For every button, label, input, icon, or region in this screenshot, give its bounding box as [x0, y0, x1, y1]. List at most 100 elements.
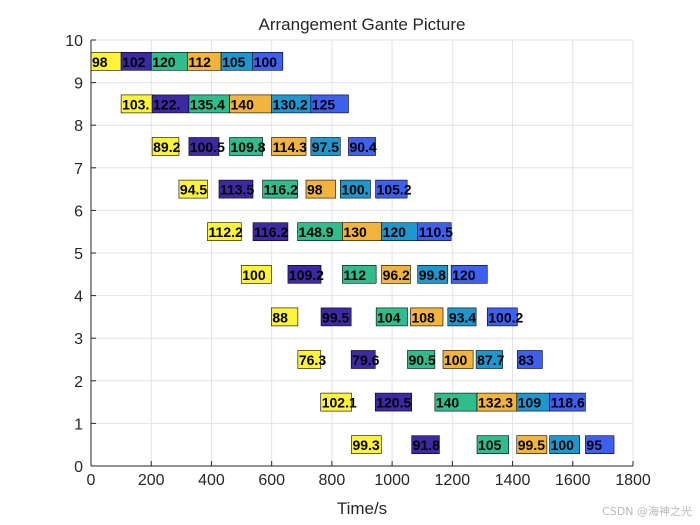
task-bar [240, 264, 272, 284]
task-bar [350, 350, 376, 369]
task-bar [417, 264, 449, 284]
task-bar-label: 102 [122, 54, 146, 70]
y-tick-label: 2 [74, 374, 83, 391]
y-tick-label: 8 [74, 118, 83, 135]
task-bar-label: 105 [478, 437, 502, 453]
y-tick-label: 0 [74, 459, 83, 476]
task-bar-label: 79.6 [352, 352, 379, 368]
task-bar-label: 100 [551, 437, 575, 453]
task-bar-label: 100.2 [488, 309, 523, 325]
watermark: CSDN @海神之光 [602, 505, 692, 518]
task-bar-label: 118.6 [551, 395, 585, 411]
x-tick-label: 1600 [555, 472, 591, 489]
task-bar [271, 137, 307, 156]
task-bar [442, 350, 474, 369]
task-bar [252, 51, 284, 71]
y-tick-label: 1 [74, 416, 83, 433]
task-bar-label: 130 [343, 224, 367, 240]
task-bar-label: 130.2 [273, 96, 308, 112]
task-bar-label: 120 [152, 54, 176, 70]
task-bar [450, 264, 488, 284]
task-bar-label: 109.8 [231, 139, 266, 155]
x-tick-label: 1400 [495, 472, 531, 489]
y-tick-label: 7 [74, 161, 83, 178]
task-bar [207, 222, 242, 241]
y-tick-label: 10 [65, 33, 83, 50]
task-bar-label: 100 [242, 267, 266, 283]
task-bar [297, 350, 322, 369]
task-bar-label: 90.4 [349, 139, 376, 155]
task-bar [305, 179, 336, 199]
task-bar-label: 140 [436, 395, 460, 411]
task-bar-label: 135.4 [190, 96, 225, 112]
task-bar-label: 140 [231, 96, 255, 112]
task-bar-label: 99.3 [352, 437, 379, 453]
task-bar [375, 307, 408, 327]
task-bar-label: 109.2 [289, 267, 324, 283]
task-bar-label: 112 [343, 267, 366, 283]
task-bar [417, 222, 452, 241]
task-bar-label: 98 [307, 182, 323, 198]
task-bar [310, 137, 341, 156]
task-bar [516, 435, 548, 455]
task-bar [178, 179, 208, 199]
task-bar [271, 307, 299, 327]
task-bar [476, 435, 509, 455]
task-bar [486, 307, 518, 327]
task-bar-label: 102.1 [322, 395, 357, 411]
x-tick-label: 0 [87, 472, 96, 489]
task-bar-label: 100.5 [190, 139, 225, 155]
x-tick-label: 400 [198, 472, 225, 489]
task-bar-label: 110.5 [419, 224, 453, 240]
task-bar-label: 120.5 [376, 395, 411, 411]
task-bar-label: 97.5 [312, 139, 339, 155]
task-bar [375, 179, 408, 199]
task-bar [287, 264, 322, 284]
task-bar-label: 113.5 [220, 182, 254, 198]
x-axis-title: Time/s [337, 499, 387, 518]
y-tick-label: 3 [74, 331, 83, 348]
task-bar [151, 137, 180, 156]
chart-title: Arrangement Gante Picture [259, 15, 466, 34]
task-bar-label: 114.3 [273, 139, 307, 155]
task-bar-label: 116.2 [254, 224, 288, 240]
x-tick-label: 1800 [615, 472, 651, 489]
task-bar [549, 435, 581, 455]
task-bar-label: 109 [518, 395, 542, 411]
task-bar [320, 392, 352, 412]
task-bar [374, 392, 412, 412]
y-tick-label: 4 [74, 289, 83, 306]
task-bar-label: 96.2 [383, 267, 410, 283]
task-bar [410, 307, 444, 327]
x-tick-label: 200 [138, 472, 165, 489]
task-bar [447, 307, 477, 327]
task-bar-label: 108 [411, 309, 435, 325]
task-bar-label: 98 [92, 54, 108, 70]
task-bar-label: 120 [383, 224, 407, 240]
task-bar-label: 88 [272, 309, 288, 325]
task-bar-label: 87.7 [477, 352, 504, 368]
task-bar-label: 94.5 [180, 182, 207, 198]
task-bar-label: 132.3 [478, 395, 513, 411]
task-bar-label: 100. [341, 182, 368, 198]
task-bar-label: 112 [188, 54, 211, 70]
x-tick-label: 1200 [435, 472, 471, 489]
task-bar-label: 100 [254, 54, 278, 70]
task-bar-label: 112.2 [209, 224, 243, 240]
x-tick-label: 1000 [374, 472, 410, 489]
task-bar-label: 89.2 [153, 139, 180, 155]
y-tick-label: 5 [74, 246, 83, 263]
task-bar [262, 179, 298, 199]
task-bar [252, 222, 289, 241]
y-tick-label: 6 [74, 203, 83, 220]
task-bar-label: 95 [586, 437, 602, 453]
task-bar-label: 125 [312, 96, 336, 112]
x-tick-label: 600 [258, 472, 285, 489]
task-bar-label: 122. [153, 96, 180, 112]
task-bar [342, 264, 377, 284]
task-bar [381, 264, 411, 284]
task-bar-label: 83 [518, 352, 534, 368]
task-bar [585, 435, 615, 455]
